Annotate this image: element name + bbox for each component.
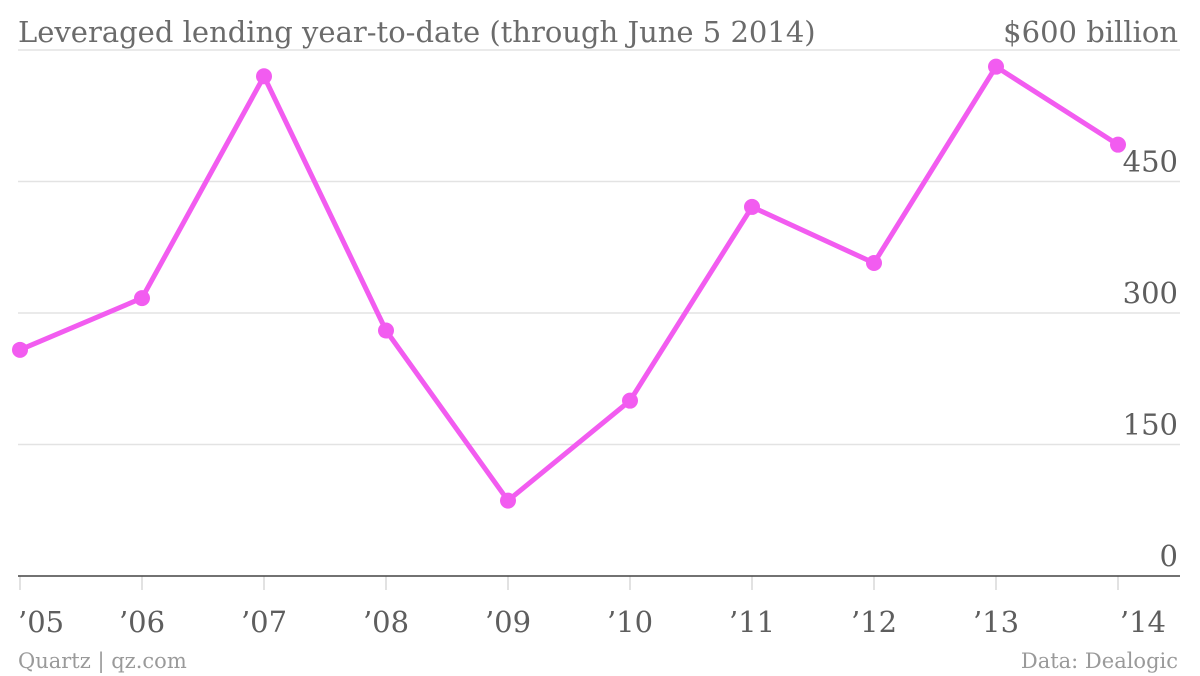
x-tick-label-7: ’12	[851, 605, 897, 639]
data-point-5	[622, 392, 638, 409]
x-tick-label-3: ’08	[363, 605, 409, 639]
data-point-4	[500, 492, 516, 509]
x-tick-label-4: ’09	[485, 605, 531, 639]
data-point-7	[866, 255, 882, 272]
y-tick-label-1: 150	[1123, 408, 1178, 442]
y-tick-label-4: $600 billion	[1003, 15, 1178, 49]
data-point-3	[378, 322, 394, 339]
x-tick-label-6: ’11	[729, 605, 775, 639]
data-point-9	[1110, 136, 1126, 153]
source-credit: Quartz | qz.com	[18, 649, 187, 674]
data-points	[12, 58, 1126, 509]
data-source: Data: Dealogic	[1021, 649, 1178, 673]
x-axis-labels: ’05 ’06 ’07 ’08 ’09 ’10 ’11 ’12 ’13 ’14	[18, 605, 1166, 639]
x-tick-label-9: ’14	[1120, 605, 1166, 639]
x-tick-label-0: ’05	[18, 605, 64, 639]
y-tick-label-0: 0	[1160, 539, 1178, 573]
data-point-8	[988, 58, 1004, 75]
x-tick-label-1: ’06	[119, 605, 165, 639]
data-point-0	[12, 341, 28, 358]
x-tick-label-5: ’10	[607, 605, 653, 639]
y-tick-label-3: 450	[1123, 145, 1178, 179]
chart-title: Leveraged lending year-to-date (through …	[18, 15, 816, 49]
gridlines	[18, 49, 1180, 446]
x-tick-label-2: ’07	[241, 605, 287, 639]
x-axis-ticks	[19, 576, 1119, 590]
data-point-6	[744, 198, 760, 215]
data-point-1	[134, 290, 150, 307]
series-line	[17, 64, 1121, 504]
y-axis-labels: 0 150 300 450 $600 billion	[1003, 15, 1178, 573]
y-tick-label-2: 300	[1123, 276, 1178, 310]
x-tick-label-8: ’13	[973, 605, 1019, 639]
data-point-2	[256, 68, 272, 85]
